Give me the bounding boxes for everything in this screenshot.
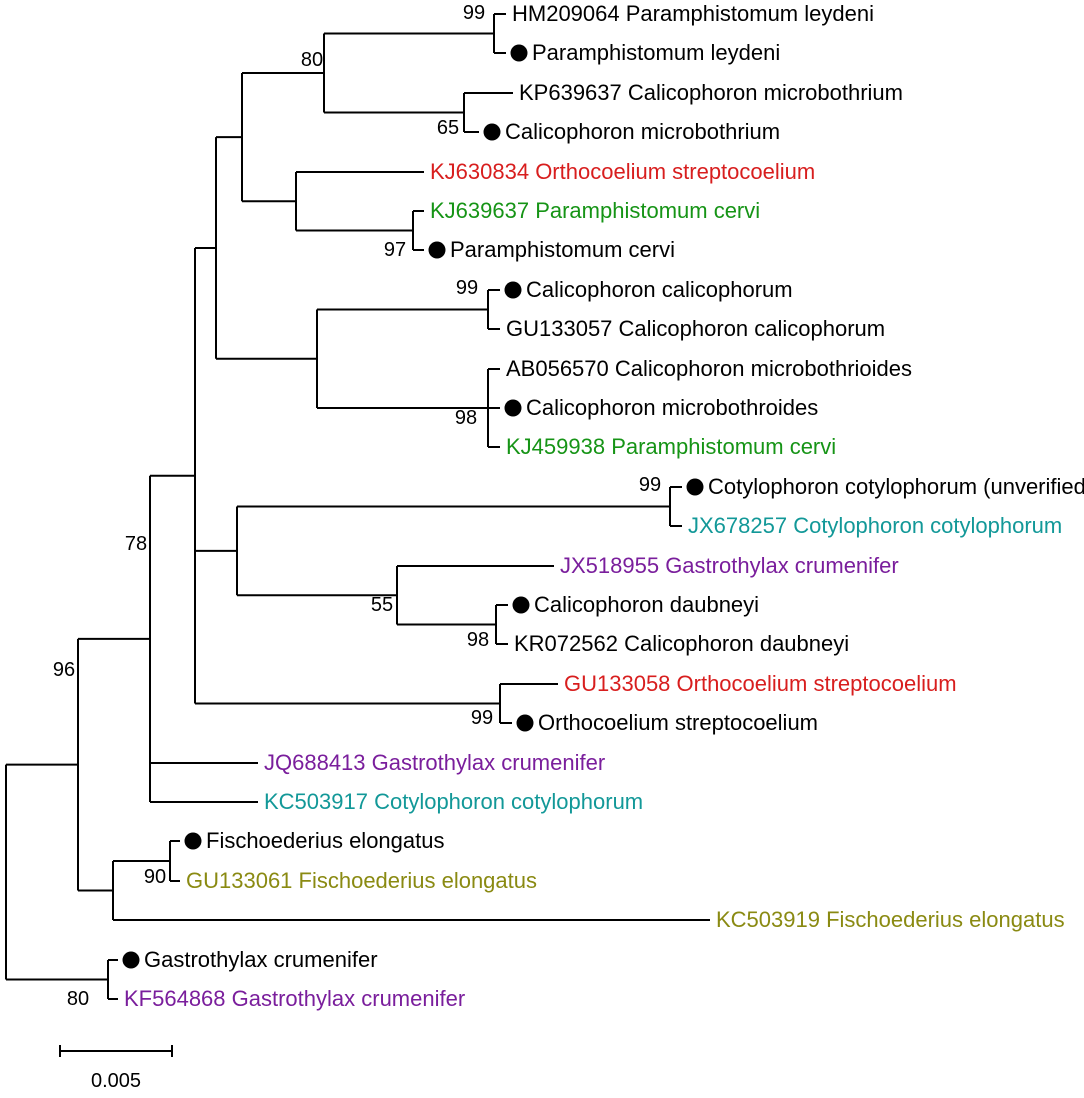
- sample-marker-icon: [123, 952, 140, 969]
- taxon-label: Gastrothylax crumenifer: [144, 949, 378, 971]
- taxon-label: Cotylophoron cotylophorum (unverified): [708, 476, 1084, 498]
- bootstrap-value: 98: [455, 408, 477, 428]
- taxon-label: Paramphistomum leydeni: [532, 42, 780, 64]
- bootstrap-value: 55: [371, 595, 393, 615]
- taxon-label: AB056570 Calicophoron microbothrioides: [506, 358, 912, 380]
- bootstrap-value: 78: [125, 534, 147, 554]
- scale-bar-label: 0.005: [91, 1070, 141, 1093]
- sample-marker-icon: [517, 715, 534, 732]
- taxon-label: Orthocoelium streptocoelium: [538, 712, 818, 734]
- bootstrap-value: 90: [144, 867, 166, 887]
- taxon-label: JX518955 Gastrothylax crumenifer: [560, 555, 899, 577]
- sample-marker-icon: [484, 124, 501, 141]
- bootstrap-value: 99: [463, 3, 485, 23]
- taxon-label: KC503919 Fischoederius elongatus: [716, 909, 1065, 931]
- taxon-label: GU133058 Orthocoelium streptocoelium: [564, 673, 957, 695]
- sample-marker-icon: [505, 282, 522, 299]
- sample-marker-icon: [511, 45, 528, 62]
- sample-marker-icon: [687, 479, 704, 496]
- taxon-label: KJ639637 Paramphistomum cervi: [430, 200, 760, 222]
- bootstrap-value: 80: [301, 50, 323, 70]
- sample-marker-icon: [429, 242, 446, 259]
- taxon-label: KJ630834 Orthocoelium streptocoelium: [430, 161, 815, 183]
- taxon-label: GU133061 Fischoederius elongatus: [186, 870, 537, 892]
- bootstrap-value: 97: [384, 240, 406, 260]
- sample-marker-icon: [505, 400, 522, 417]
- taxon-label: Calicophoron microbothrium: [505, 121, 780, 143]
- sample-marker-icon: [513, 597, 530, 614]
- bootstrap-value: 65: [437, 118, 459, 138]
- taxon-label: KP639637 Calicophoron microbothrium: [519, 82, 903, 104]
- taxon-label: Paramphistomum cervi: [450, 239, 675, 261]
- sample-marker-icon: [185, 833, 202, 850]
- taxon-label: Calicophoron calicophorum: [526, 279, 793, 301]
- taxon-label: JX678257 Cotylophoron cotylophorum: [688, 515, 1062, 537]
- taxon-label: HM209064 Paramphistomum leydeni: [512, 3, 874, 25]
- taxon-label: JQ688413 Gastrothylax crumenifer: [264, 752, 605, 774]
- bootstrap-value: 99: [471, 708, 493, 728]
- taxon-label: GU133057 Calicophoron calicophorum: [506, 318, 885, 340]
- taxon-label: KF564868 Gastrothylax crumenifer: [124, 988, 465, 1010]
- bootstrap-value: 99: [456, 278, 478, 298]
- taxon-label: KR072562 Calicophoron daubneyi: [514, 633, 849, 655]
- taxon-label: Fischoederius elongatus: [206, 830, 444, 852]
- bootstrap-value: 98: [467, 630, 489, 650]
- bootstrap-value: 80: [67, 989, 89, 1009]
- bootstrap-value: 96: [53, 660, 75, 680]
- taxon-label: KC503917 Cotylophoron cotylophorum: [264, 791, 643, 813]
- taxon-label: Calicophoron microbothroides: [526, 397, 818, 419]
- taxon-label: KJ459938 Paramphistomum cervi: [506, 436, 836, 458]
- taxon-label: Calicophoron daubneyi: [534, 594, 759, 616]
- bootstrap-value: 99: [639, 475, 661, 495]
